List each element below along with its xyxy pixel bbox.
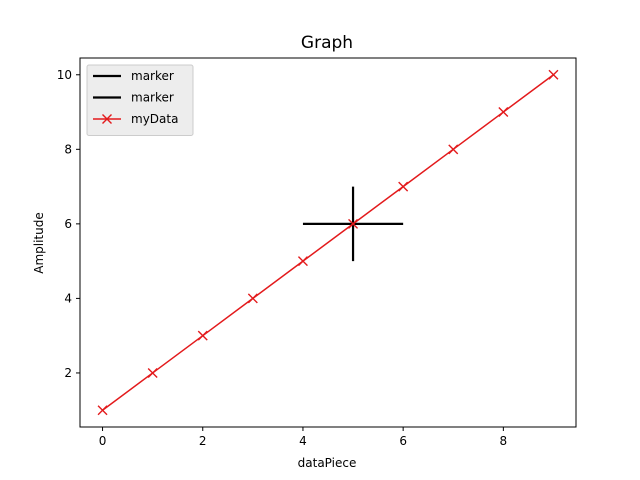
data-point	[147, 367, 158, 378]
x-tick-label: 8	[500, 434, 508, 448]
data-point	[247, 293, 258, 304]
data-point	[348, 218, 359, 229]
x-axis-label: dataPiece	[298, 456, 357, 470]
data-point	[297, 256, 308, 267]
legend-entry: marker	[93, 69, 174, 83]
data-point	[398, 181, 409, 192]
x-tick-label: 6	[399, 434, 407, 448]
plot-area	[97, 69, 559, 416]
legend-label: myData	[131, 112, 178, 126]
legend-box	[86, 64, 194, 136]
y-axis-label: Amplitude	[32, 212, 46, 274]
y-tick-label: 6	[64, 217, 72, 231]
x-tick-label: 4	[299, 434, 307, 448]
legend-label: marker	[131, 91, 174, 105]
data-point	[548, 69, 559, 80]
data-point	[448, 144, 459, 155]
data-point	[498, 107, 509, 118]
legend-label: marker	[131, 69, 174, 83]
legend: marker marker myData	[86, 64, 194, 136]
axes: 0 2 4 6 8 2 4 6 8 10	[57, 57, 577, 448]
axes-frame	[79, 57, 577, 428]
y-tick-label: 2	[64, 366, 72, 380]
x-tick-label: 2	[199, 434, 207, 448]
x-tick-label: 0	[99, 434, 107, 448]
legend-entry: marker	[93, 91, 174, 105]
y-tick-label: 10	[57, 68, 72, 82]
y-tick-label: 8	[64, 142, 72, 156]
data-point	[97, 405, 108, 416]
legend-entry: myData	[93, 112, 178, 126]
chart-title: Graph	[301, 33, 353, 53]
y-tick-label: 4	[64, 291, 72, 305]
data-point	[197, 330, 208, 341]
series-line-myData-2	[102, 74, 554, 411]
